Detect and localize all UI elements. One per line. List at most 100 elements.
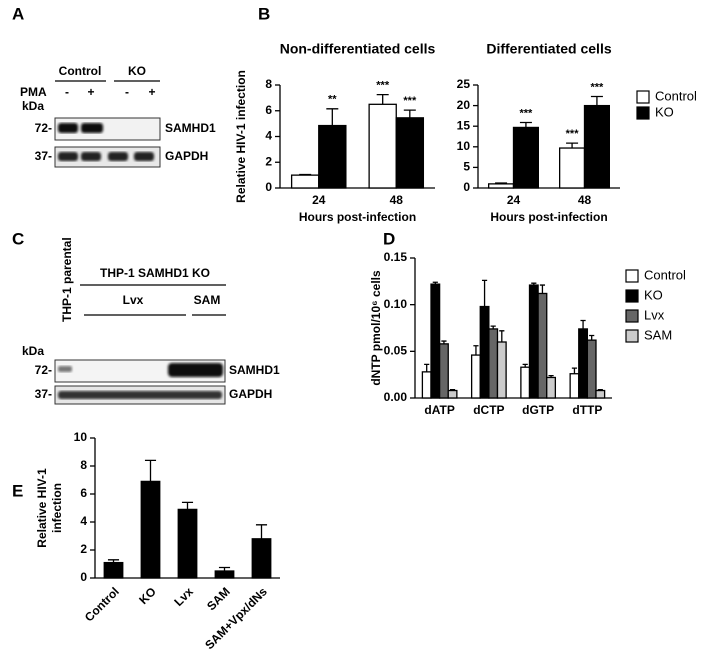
band [108,152,128,161]
band [58,123,78,133]
panel-letter: D [383,229,395,248]
y-tick-label: 5 [463,160,470,174]
error-bar [432,281,438,285]
error-bar [531,282,537,286]
chart-title: Differentiated cells [486,41,611,57]
protein-label: SAMHD1 [165,121,216,135]
bar [537,292,548,399]
x-axis-label: Hours post-infection [490,210,607,224]
bar [290,174,320,189]
bar [487,183,515,189]
bar [559,147,586,189]
error-bar [571,367,578,374]
subgroup-label: SAM [194,293,221,307]
legend-swatch [625,289,639,303]
error-bar [495,182,508,184]
treatment-label: PMA [20,85,47,99]
size-unit: kDa [22,344,44,358]
error-bar [481,279,488,307]
legend-swatch [625,329,639,343]
size-unit: kDa [22,99,44,113]
error-bar [597,388,603,391]
treatment-mark: - [65,85,69,99]
x-tick-label: Lvx [171,584,196,609]
bar [586,339,597,399]
y-tick-label: 0.05 [384,344,408,358]
legend-label: KO [655,104,674,119]
y-tick-label: 10 [457,139,471,153]
y-tick-label: 15 [457,118,471,132]
bar [214,570,235,579]
group-label: Control [59,64,102,78]
legend-label: Control [644,267,686,282]
y-tick-label: 8 [265,77,272,91]
y-tick-label: 0.15 [384,250,408,264]
y-tick-label: 0.10 [384,297,408,311]
legend-swatch [625,309,639,323]
error-bar [566,142,579,149]
bar [528,284,539,399]
y-tick-label: 25 [457,77,471,91]
x-tick-label: dTTP [572,403,602,417]
bar [251,538,272,579]
error-bar [589,334,595,341]
marker: 72- [35,363,52,377]
band [81,123,103,133]
bar [546,376,557,399]
bar [488,328,499,399]
protein-label: GAPDH [165,149,208,163]
error-bar [473,345,479,356]
group-label: THP-1 SAMHD1 KO [100,266,210,280]
bar [569,373,580,399]
legend-swatch [636,106,650,120]
y-axis-label: Relative HIV-1 infection [234,70,248,203]
marker: 72- [35,121,52,135]
error-bar [144,459,157,482]
y-tick-label: 0 [265,180,272,194]
error-bar [181,501,194,510]
error-bar [519,121,532,128]
significance: *** [566,128,580,140]
error-bar [539,284,546,294]
significance: *** [520,107,534,119]
subgroup-label: Lvx [123,293,144,307]
marker: 37- [35,387,52,401]
x-tick-label: dCTP [473,403,504,417]
bar [421,371,432,399]
x-tick-label: KO [136,584,159,607]
bar [368,103,397,189]
y-tick-label: 0.00 [384,390,408,404]
blot-strip [54,146,161,168]
y-tick-label: 2 [265,154,272,168]
blot-a: Control KO PMA - + - + kDa 72- SAMHD1 37… [20,64,216,168]
error-bar [403,109,416,118]
x-axis-label: Hours post-infection [299,210,416,224]
protein-label: SAMHD1 [229,363,280,377]
y-axis-label: dNTP pmol/10⁶ cells [369,270,383,386]
band [134,152,154,161]
bar [430,283,441,399]
treatment-mark: + [148,85,155,99]
error-bar [590,95,603,106]
error-bar [376,94,389,105]
x-tick-label: dGTP [522,403,554,417]
band [168,363,223,377]
error-bar [255,524,268,539]
bar [583,104,611,189]
x-tick-label: 48 [390,193,404,207]
chart-title: Non-differentiated cells [280,41,436,57]
error-bar [580,319,586,329]
bar [318,124,347,189]
group-label: KO [128,64,146,78]
y-tick-label: 0 [463,180,470,194]
significance: *** [403,95,417,107]
bar [103,561,124,579]
y-tick-label: 4 [80,514,87,528]
error-bar [449,388,456,391]
protein-label: GAPDH [229,387,272,401]
y-axis-label: infection [50,483,64,533]
bar [595,389,606,399]
blot-strip [54,117,161,141]
x-tick-label: 48 [578,193,592,207]
bar [520,366,531,399]
